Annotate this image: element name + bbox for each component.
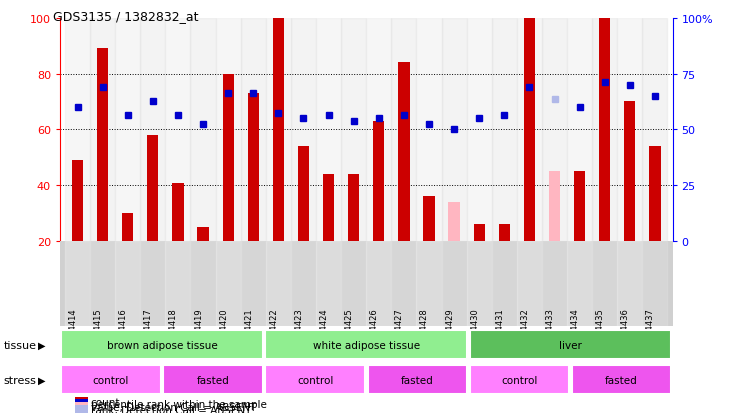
Text: brown adipose tissue: brown adipose tissue (107, 340, 217, 350)
Bar (391, 242, 417, 326)
Bar (163, 366, 263, 394)
Bar (469, 330, 671, 359)
Bar (72, 161, 83, 242)
Bar (368, 366, 467, 394)
Bar (366, 19, 391, 242)
Bar (574, 172, 586, 242)
Bar (265, 366, 365, 394)
Bar (549, 172, 560, 242)
Bar (266, 242, 291, 326)
Bar (216, 242, 240, 326)
Text: liver: liver (559, 340, 582, 350)
Text: ▶: ▶ (38, 375, 45, 385)
Bar (373, 122, 385, 242)
Bar (191, 242, 216, 326)
Bar (492, 19, 517, 242)
Bar (442, 19, 466, 242)
Bar (442, 242, 466, 326)
Bar (542, 242, 567, 326)
Text: value, Detection Call = ABSENT: value, Detection Call = ABSENT (91, 402, 256, 412)
Bar (298, 147, 309, 242)
Text: fasted: fasted (605, 375, 638, 385)
Bar (115, 242, 140, 326)
Bar (147, 135, 159, 242)
Bar (140, 19, 165, 242)
Text: tissue: tissue (4, 340, 37, 350)
Bar (542, 19, 567, 242)
Bar (617, 19, 643, 242)
Text: count: count (91, 397, 120, 407)
Text: rank, Detection Call = ABSENT: rank, Detection Call = ABSENT (91, 405, 251, 413)
Bar (572, 366, 671, 394)
Bar (366, 242, 391, 326)
Bar (469, 366, 569, 394)
Bar (316, 242, 341, 326)
Text: control: control (93, 375, 129, 385)
Bar (524, 19, 535, 242)
Bar (391, 19, 417, 242)
Bar (165, 19, 191, 242)
Bar (291, 242, 316, 326)
Text: GDS3135 / 1382832_at: GDS3135 / 1382832_at (53, 10, 198, 23)
Bar (492, 242, 517, 326)
Text: fasted: fasted (401, 375, 433, 385)
Bar (240, 242, 266, 326)
Text: stress: stress (4, 375, 37, 385)
Bar (643, 242, 667, 326)
Bar (517, 242, 542, 326)
Bar (341, 242, 366, 326)
Bar (273, 19, 284, 242)
Bar (592, 242, 617, 326)
Bar (97, 49, 108, 242)
Bar (90, 242, 115, 326)
Bar (248, 94, 259, 242)
Bar (316, 19, 341, 242)
Bar (65, 242, 90, 326)
Text: fasted: fasted (197, 375, 230, 385)
Bar (423, 197, 435, 242)
Bar (617, 242, 643, 326)
Bar (517, 19, 542, 242)
Bar (417, 19, 442, 242)
Bar (649, 147, 661, 242)
Bar (323, 175, 334, 242)
Text: control: control (501, 375, 537, 385)
Bar (592, 19, 617, 242)
Bar (398, 63, 409, 242)
Bar (115, 19, 140, 242)
Bar (567, 242, 592, 326)
Bar (122, 214, 133, 242)
Bar (61, 330, 263, 359)
Bar (61, 366, 161, 394)
Text: control: control (297, 375, 333, 385)
Text: ▶: ▶ (38, 340, 45, 350)
Bar (140, 242, 165, 326)
Bar (499, 225, 510, 242)
Text: percentile rank within the sample: percentile rank within the sample (91, 399, 267, 409)
Bar (348, 175, 360, 242)
Bar (567, 19, 592, 242)
Bar (624, 102, 635, 242)
Bar (240, 19, 266, 242)
Bar (643, 19, 667, 242)
Text: white adipose tissue: white adipose tissue (313, 340, 420, 350)
Bar (341, 19, 366, 242)
Bar (65, 19, 90, 242)
Bar (466, 242, 492, 326)
Bar (222, 74, 234, 242)
Bar (599, 19, 610, 242)
Bar (266, 19, 291, 242)
Bar (165, 242, 191, 326)
Bar (173, 183, 183, 242)
Bar (216, 19, 240, 242)
Bar (265, 330, 467, 359)
Bar (191, 19, 216, 242)
Bar (417, 242, 442, 326)
Bar (466, 19, 492, 242)
Bar (291, 19, 316, 242)
Bar (197, 228, 208, 242)
Bar (448, 203, 460, 242)
Bar (474, 225, 485, 242)
Bar (90, 19, 115, 242)
